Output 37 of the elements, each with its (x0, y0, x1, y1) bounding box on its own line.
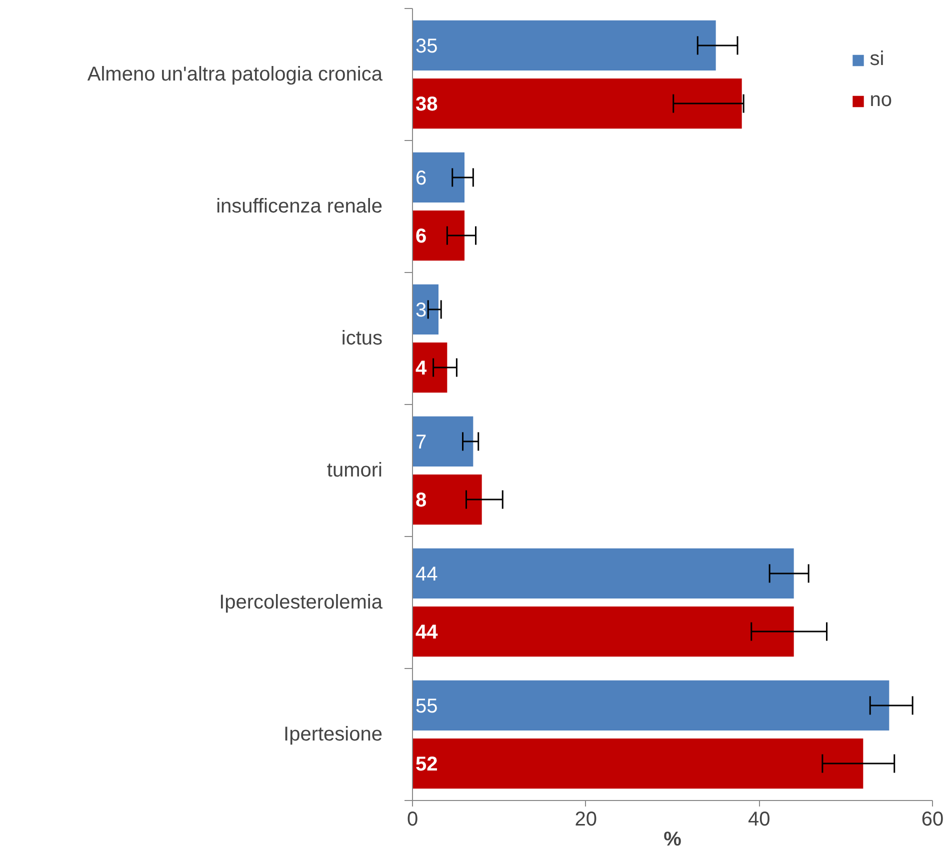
data-label: 44 (416, 622, 439, 644)
x-axis-title: % (664, 828, 682, 850)
bar (412, 680, 890, 731)
bar (412, 416, 474, 467)
y-tick-label: insufficenza renale (216, 196, 382, 218)
bar (412, 20, 716, 71)
bar (412, 738, 864, 789)
y-tick-label: ictus (341, 328, 382, 350)
y-tick-label: Ipertesione (284, 724, 383, 746)
legend-label: no (870, 89, 892, 112)
bar (412, 210, 464, 261)
x-tick-label: 60 (921, 808, 944, 830)
legend-label: si (870, 48, 886, 71)
data-label: 44 (416, 563, 438, 586)
bar (412, 284, 438, 335)
data-label: 7 (416, 431, 427, 454)
x-tick-label: 40 (748, 808, 770, 830)
bar (412, 548, 794, 599)
bar (412, 606, 794, 657)
data-label: 52 (416, 754, 438, 776)
data-label: 8 (416, 490, 427, 512)
data-label: 35 (416, 35, 438, 58)
data-label: 6 (416, 167, 427, 190)
bar (412, 342, 448, 393)
data-label: 6 (416, 226, 427, 248)
data-label: 3 (416, 299, 427, 322)
y-tick-label: Almeno un'altra patologia cronica (87, 64, 384, 86)
y-tick-label: Ipercolesterolemia (219, 592, 384, 614)
bar (412, 152, 464, 203)
x-tick-label: 0 (406, 808, 418, 830)
bar (412, 474, 482, 525)
data-label: 4 (416, 358, 428, 380)
x-tick-label: 20 (574, 808, 597, 830)
data-label: 55 (416, 695, 438, 718)
data-label: 38 (416, 94, 438, 116)
bar (412, 78, 742, 129)
y-tick-label: tumori (326, 460, 383, 482)
